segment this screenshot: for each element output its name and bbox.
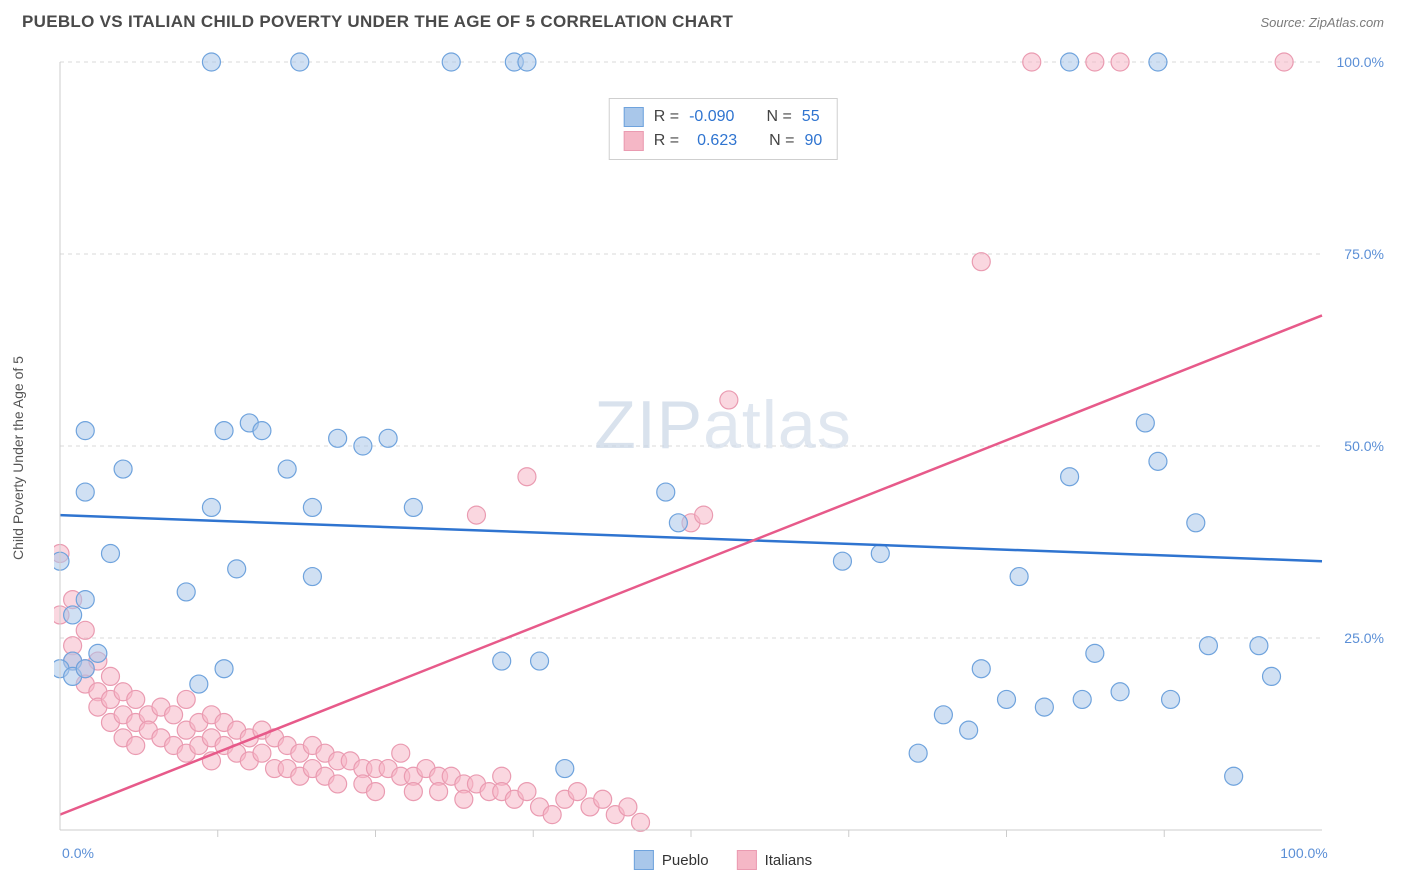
svg-text:25.0%: 25.0% xyxy=(1344,630,1384,646)
series-legend: Pueblo Italians xyxy=(634,850,812,870)
svg-text:75.0%: 75.0% xyxy=(1344,246,1384,262)
italians-swatch-icon xyxy=(624,131,644,151)
svg-text:100.0%: 100.0% xyxy=(1280,845,1327,861)
scatter-plot: 25.0% 50.0% 75.0% 100.0% 0.0% 100.0% xyxy=(54,44,1392,872)
pueblo-swatch-icon xyxy=(624,107,644,127)
chart-title: PUEBLO VS ITALIAN CHILD POVERTY UNDER TH… xyxy=(22,12,733,32)
pueblo-swatch-icon xyxy=(634,850,654,870)
italians-swatch-icon xyxy=(737,850,757,870)
y-axis-label: Child Poverty Under the Age of 5 xyxy=(10,356,26,560)
svg-text:50.0%: 50.0% xyxy=(1344,438,1384,454)
legend-label: Italians xyxy=(765,852,813,869)
svg-text:0.0%: 0.0% xyxy=(62,845,94,861)
legend-label: Pueblo xyxy=(662,852,709,869)
source-label: Source: ZipAtlas.com xyxy=(1260,15,1384,30)
chart-area: Child Poverty Under the Age of 5 25.0%50… xyxy=(54,44,1392,872)
svg-text:100.0%: 100.0% xyxy=(1337,54,1384,70)
correlation-legend: R = -0.090 N = 55 R = 0.623 N = 90 xyxy=(609,98,838,160)
